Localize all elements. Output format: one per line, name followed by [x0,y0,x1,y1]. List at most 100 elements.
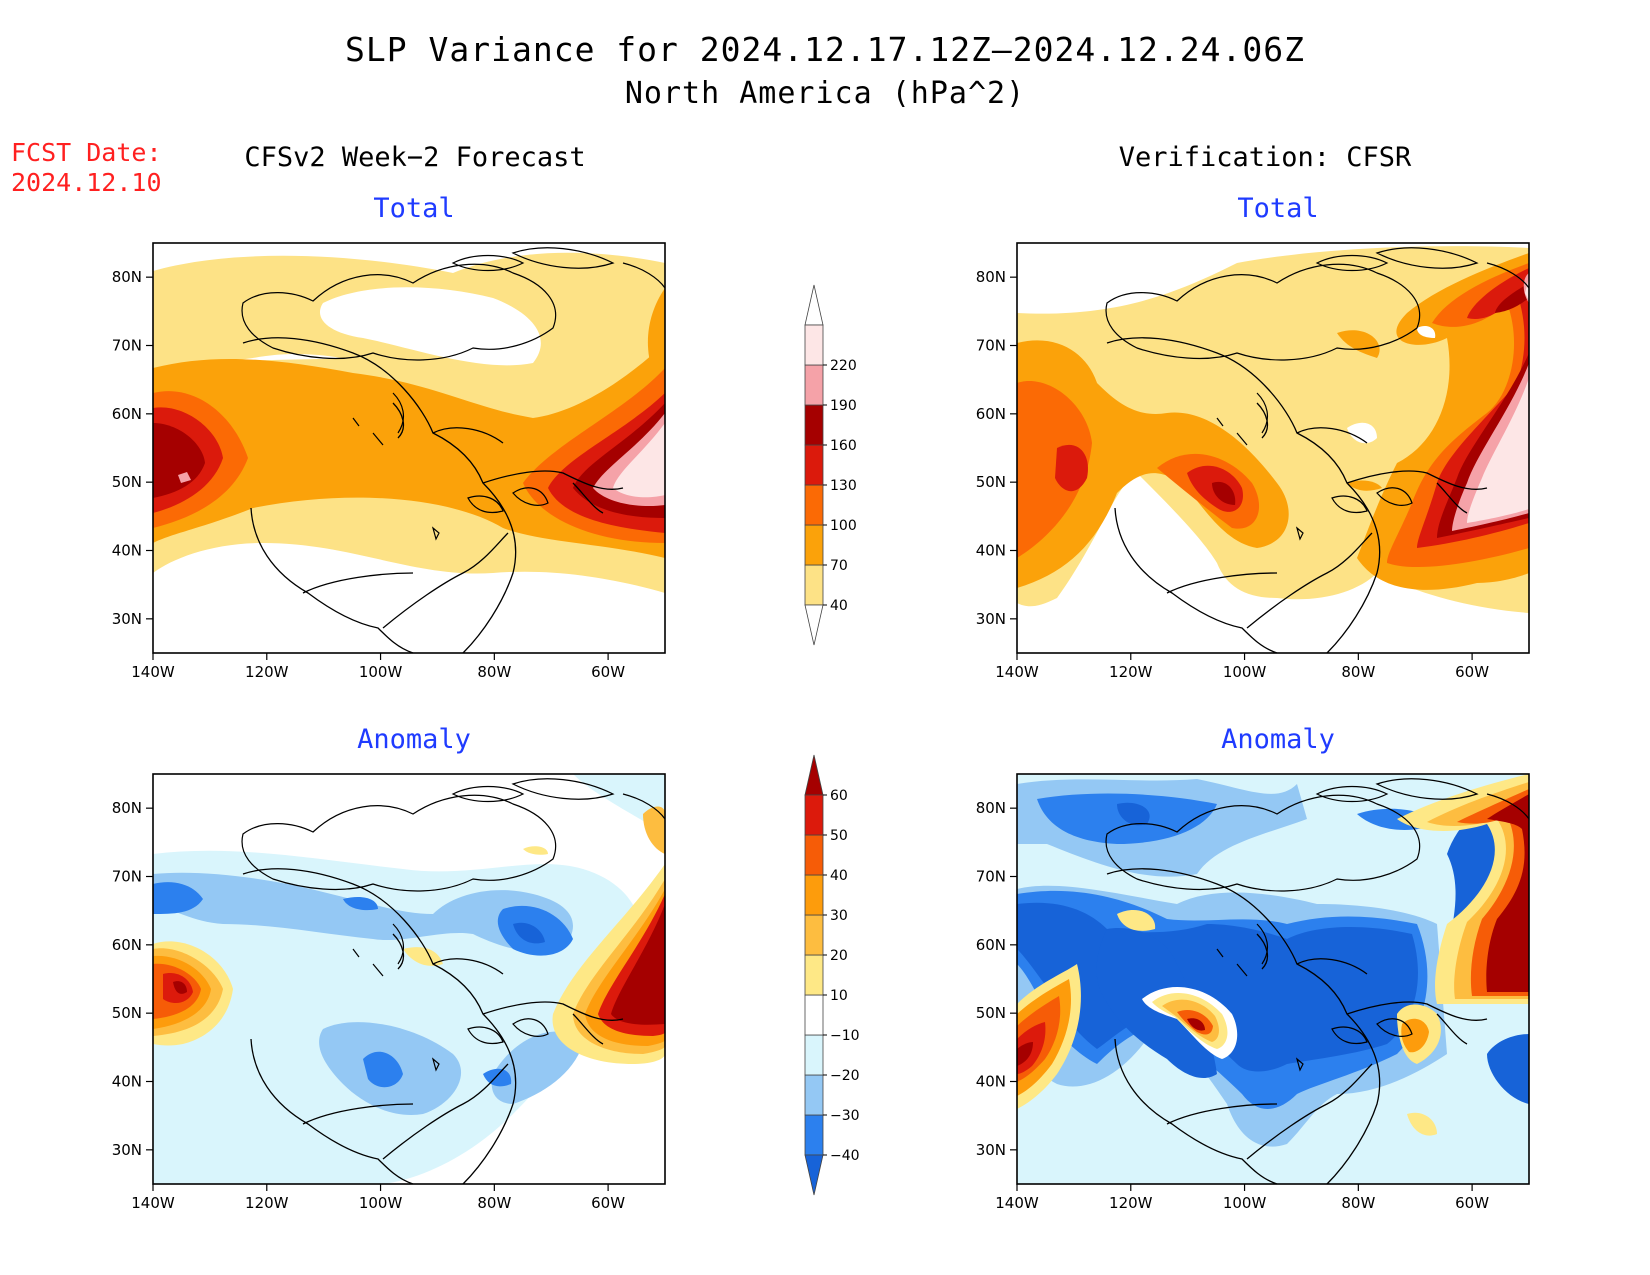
lon-tick-label: 120W [245,1194,289,1212]
lon-tick-label: 80W [477,1194,511,1212]
anomaly-colorbar-swatch [804,794,824,836]
main-title: SLP Variance for 2024.12.17.12Z–2024.12.… [345,30,1305,69]
lon-tick-label: 80W [1341,1194,1375,1212]
lon-tick-label: 60W [1455,663,1489,681]
total-colorbar: 40 70 100 130 160 190 220 [800,284,870,646]
lat-tick-label: 50N [976,473,1006,491]
total-colorbar-swatch [804,524,824,566]
lon-tick-label: 100W [1223,1194,1267,1212]
anomaly-colorbar-label: −40 [830,1148,860,1164]
anomaly-colorbar-swatch [804,834,824,876]
forecast-column-heading: CFSv2 Week−2 Forecast [244,142,586,173]
total-colorbar-bottom-tip [804,604,824,646]
forecast-anomaly-title: Anomaly [357,724,471,755]
lat-tick-label: 60N [976,936,1006,954]
total-colorbar-top-tip [804,284,824,326]
anomaly-colorbar-label: −10 [830,1028,860,1044]
lat-tick-label: 40N [976,1073,1006,1091]
total-colorbar-swatch [804,484,824,526]
total-colorbar-swatch [804,404,824,446]
lat-tick-label: 80N [976,799,1006,817]
anomaly-colorbar-label: −30 [830,1108,860,1124]
verification-anomaly-title: Anomaly [1221,724,1335,755]
anomaly-colorbar: −40 −30 −20 −10 10 20 30 40 50 60 [800,754,870,1205]
lon-tick-label: 60W [1455,1194,1489,1212]
lon-tick-label: 100W [359,1194,403,1212]
map-frame [152,242,666,654]
forecast-anomaly-map: 140W 120W 100W 80W 60W 30N 40N 50N 60N 70N 80N [112,773,666,1212]
total-colorbar-label: 130 [830,478,857,494]
verification-column-heading: Verification: CFSR [1118,142,1412,173]
total-colorbar-label: 220 [830,358,857,374]
total-colorbar-label: 40 [830,598,848,614]
lat-tick-label: 40N [112,1073,142,1091]
lon-tick-label: 60W [591,663,625,681]
lat-tick-label: 50N [112,1004,142,1022]
verification-anomaly-map: 140W 120W 100W 80W 60W 30N 40N 50N 60N 70N 80N [976,773,1530,1212]
anomaly-colorbar-bottom-tip [804,1154,824,1196]
forecast-date-value: 2024.12.10 [11,168,162,197]
lon-tick-label: 120W [1109,1194,1153,1212]
total-colorbar-svg: 40 70 100 130 160 190 220 [804,284,857,646]
total-colorbar-swatch [804,324,824,366]
anomaly-colorbar-label: 60 [830,788,848,804]
lat-tick-label: 40N [976,542,1006,560]
lat-tick-label: 70N [112,337,142,355]
anomaly-colorbar-label: −20 [830,1068,860,1084]
anomaly-colorbar-label: 10 [830,988,848,1004]
map-frame [1016,242,1530,654]
forecast-total-title: Total [373,193,455,224]
lon-tick-label: 80W [1341,663,1375,681]
anomaly-colorbar-label: 40 [830,868,848,884]
lat-tick-label: 60N [112,936,142,954]
lat-tick-label: 70N [976,868,1006,886]
lat-tick-label: 70N [976,337,1006,355]
lat-tick-label: 30N [112,610,142,628]
forecast-total-map: 140W 120W 100W 80W 60W 30N 40N 50N 60N 70N 80N [112,242,666,681]
anomaly-colorbar-swatch [804,914,824,956]
lat-tick-label: 60N [976,405,1006,423]
lat-tick-label: 50N [976,1004,1006,1022]
anomaly-colorbar-swatch [804,1114,824,1156]
verification-total-map: 140W 120W 100W 80W 60W 30N 40N 50N 60N 70N 80N [976,242,1530,681]
lat-tick-label: 30N [976,610,1006,628]
total-colorbar-swatch [804,364,824,406]
lon-tick-label: 100W [359,663,403,681]
lat-tick-label: 80N [112,799,142,817]
map-frame [152,773,666,1185]
forecast-total-svg: 140W 120W 100W 80W 60W 30N 40N 50N 60N 70N 80N [112,242,666,681]
lon-tick-label: 140W [131,1194,175,1212]
total-colorbar-label: 190 [830,398,857,414]
lat-tick-label: 30N [112,1141,142,1159]
map-frame [1016,773,1530,1185]
forecast-date-heading: FCST Date: [11,138,162,167]
lon-tick-label: 120W [245,663,289,681]
lat-tick-label: 60N [112,405,142,423]
anomaly-colorbar-swatch [804,994,824,1036]
total-colorbar-swatch [804,564,824,606]
anomaly-colorbar-top-tip [804,754,824,796]
anomaly-colorbar-swatch [804,874,824,916]
anomaly-colorbar-label: 20 [830,948,848,964]
sub-title: North America (hPa^2) [624,76,1026,111]
lon-tick-label: 120W [1109,663,1153,681]
verification-total-svg: 140W 120W 100W 80W 60W 30N 40N 50N 60N 70N 80N [976,242,1530,681]
lat-tick-label: 70N [112,868,142,886]
total-colorbar-label: 70 [830,558,848,574]
lon-tick-label: 80W [477,663,511,681]
lon-tick-label: 60W [591,1194,625,1212]
anomaly-colorbar-swatch [804,1074,824,1116]
lon-tick-label: 140W [131,663,175,681]
anomaly-colorbar-label: 30 [830,908,848,924]
total-colorbar-label: 160 [830,438,857,454]
lon-tick-label: 100W [1223,663,1267,681]
forecast-anomaly-svg: 140W 120W 100W 80W 60W 30N 40N 50N 60N 70N 80N [112,773,666,1212]
lat-tick-label: 40N [112,542,142,560]
lat-tick-label: 80N [976,268,1006,286]
forecast-date-label: FCST Date: 2024.12.10 [11,138,162,198]
verification-total-title: Total [1237,193,1319,224]
verification-anomaly-svg: 140W 120W 100W 80W 60W 30N 40N 50N 60N 70N 80N [976,773,1530,1212]
total-colorbar-label: 100 [830,518,857,534]
anomaly-colorbar-swatch [804,954,824,996]
lat-tick-label: 80N [112,268,142,286]
